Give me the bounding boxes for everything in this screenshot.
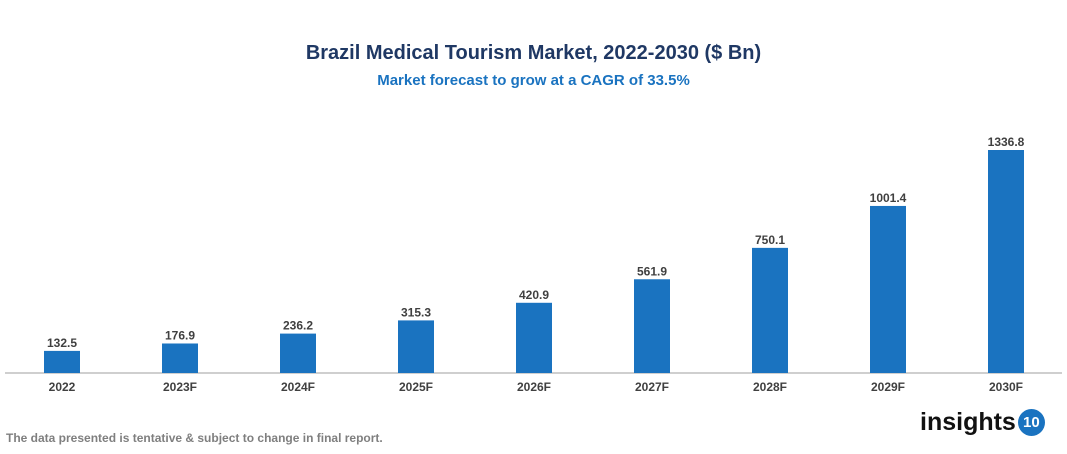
bar <box>162 343 198 373</box>
data-label: 750.1 <box>755 233 785 247</box>
data-label: 1336.8 <box>988 135 1025 149</box>
x-tick-label: 2022 <box>49 380 76 394</box>
x-tick-label: 2029F <box>871 380 905 394</box>
logo-text: insights <box>920 408 1016 436</box>
bar <box>988 150 1024 373</box>
data-label: 1001.4 <box>870 191 907 205</box>
x-tick-label: 2025F <box>399 380 433 394</box>
bar <box>398 320 434 373</box>
x-tick-label: 2028F <box>753 380 787 394</box>
chart-subtitle: Market forecast to grow at a CAGR of 33.… <box>377 72 690 89</box>
data-label: 132.5 <box>47 336 77 350</box>
bar <box>516 302 552 373</box>
data-label: 315.3 <box>401 305 431 319</box>
bar <box>44 350 80 373</box>
bar <box>752 247 788 373</box>
data-label: 176.9 <box>165 328 195 342</box>
x-tick-label: 2030F <box>989 380 1023 394</box>
x-tick-label: 2023F <box>163 380 197 394</box>
data-label: 236.2 <box>283 319 313 333</box>
data-label: 561.9 <box>637 264 667 278</box>
x-tick-label: 2026F <box>517 380 551 394</box>
logo-badge: 10 <box>1017 409 1045 436</box>
bar <box>280 333 316 373</box>
chart-title: Brazil Medical Tourism Market, 2022-2030… <box>305 42 762 64</box>
x-tick-label: 2027F <box>635 380 669 394</box>
bar <box>634 279 670 373</box>
footnote: The data presented is tentative & subjec… <box>6 431 383 445</box>
x-tick-label: 2024F <box>281 380 315 394</box>
insights10-logo: insights 10 <box>920 408 1045 437</box>
data-label: 420.9 <box>519 288 549 302</box>
bar <box>870 205 906 373</box>
